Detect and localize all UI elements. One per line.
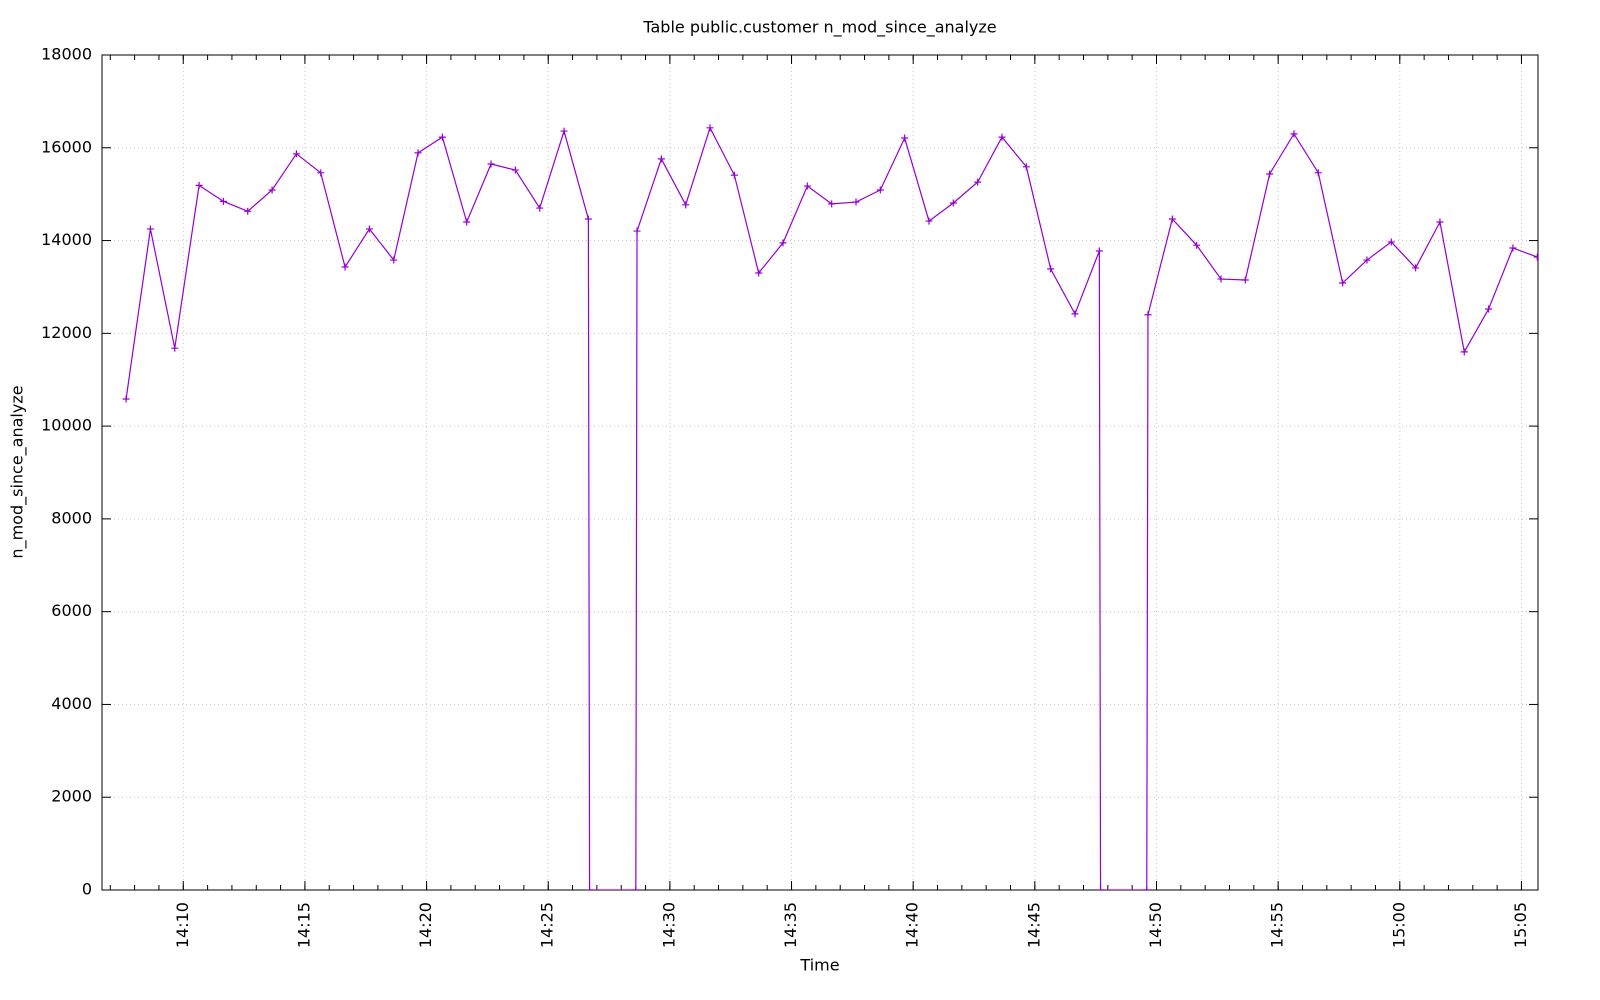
- data-point: [1436, 218, 1444, 226]
- data-point: [341, 263, 349, 271]
- data-point: [1460, 348, 1468, 356]
- data-point: [1363, 256, 1371, 264]
- data-point: [682, 201, 690, 209]
- data-point: [463, 218, 471, 226]
- data-point: [1097, 886, 1105, 890]
- data-point: [633, 227, 641, 235]
- data-point: [1047, 265, 1055, 273]
- data-point: [657, 155, 665, 163]
- data-point: [390, 256, 398, 264]
- plot-frame: [101, 54, 1539, 891]
- x-tick-label: 14:45: [1024, 902, 1043, 948]
- data-point: [365, 225, 373, 233]
- data-point: [632, 886, 640, 890]
- x-tick-label: 15:05: [1511, 902, 1530, 948]
- y-axis-label: n_mod_since_analyze: [8, 385, 28, 558]
- data-point: [122, 395, 130, 403]
- data-point: [1533, 253, 1538, 261]
- x-tick-label: 14:15: [294, 902, 313, 948]
- data-point: [755, 269, 763, 277]
- y-tick-label: 12000: [41, 323, 92, 342]
- data-point: [876, 186, 884, 194]
- data-point: [219, 197, 227, 205]
- data-point: [1485, 305, 1493, 313]
- y-tick-label: 4000: [51, 694, 92, 713]
- data-point: [1509, 244, 1517, 252]
- data-point: [1095, 247, 1103, 255]
- data-point: [1290, 130, 1298, 138]
- y-tick-label: 0: [82, 880, 92, 899]
- data-point: [779, 239, 787, 247]
- x-axis-label: Time: [799, 956, 839, 975]
- y-tick-label: 10000: [41, 416, 92, 435]
- x-tick-label: 14:10: [173, 902, 192, 948]
- data-point: [1168, 215, 1176, 223]
- y-tick-label: 18000: [41, 45, 92, 64]
- data-point: [1144, 311, 1152, 319]
- data-point: [1241, 276, 1249, 284]
- data-point: [1071, 310, 1079, 318]
- data-point: [171, 344, 179, 352]
- x-tick-label: 14:20: [416, 902, 435, 948]
- data-point: [268, 186, 276, 194]
- data-point: [584, 215, 592, 223]
- data-point: [195, 181, 203, 189]
- data-point: [1412, 264, 1420, 272]
- data-point: [414, 149, 422, 157]
- data-point: [706, 124, 714, 132]
- data-point: [1387, 238, 1395, 246]
- data-point: [536, 204, 544, 212]
- data-point: [560, 127, 568, 135]
- data-point: [487, 160, 495, 168]
- x-tick-label: 14:55: [1268, 902, 1287, 948]
- data-point: [730, 171, 738, 179]
- data-point: [438, 133, 446, 141]
- x-tick-label: 14:30: [659, 902, 678, 948]
- data-point: [1022, 163, 1030, 171]
- x-tick-label: 14:40: [903, 902, 922, 948]
- data-point: [925, 217, 933, 225]
- y-tick-label: 2000: [51, 787, 92, 806]
- x-tick-label: 14:25: [538, 902, 557, 948]
- x-tick-label: 14:35: [781, 902, 800, 948]
- data-point: [1314, 169, 1322, 177]
- y-tick-label: 14000: [41, 230, 92, 249]
- data-point: [292, 150, 300, 158]
- data-point: [803, 182, 811, 190]
- chart-title: Table public.customer n_mod_since_analyz…: [642, 18, 996, 38]
- y-tick-label: 16000: [41, 137, 92, 156]
- data-point: [974, 178, 982, 186]
- data-point: [1143, 886, 1151, 890]
- y-tick-label: 6000: [51, 601, 92, 620]
- data-point: [1339, 279, 1347, 287]
- data-point: [586, 886, 594, 890]
- data-point: [146, 225, 154, 233]
- data-point: [901, 134, 909, 142]
- data-point: [317, 169, 325, 177]
- data-point: [949, 199, 957, 207]
- x-tick-label: 14:50: [1146, 902, 1165, 948]
- data-point: [1266, 170, 1274, 178]
- data-point: [998, 133, 1006, 141]
- x-tick-label: 15:00: [1389, 902, 1408, 948]
- data-point: [1217, 275, 1225, 283]
- data-point: [1193, 241, 1201, 249]
- data-point: [852, 198, 860, 206]
- data-point: [244, 207, 252, 215]
- data-point: [828, 200, 836, 208]
- y-tick-label: 8000: [51, 508, 92, 527]
- data-point: [511, 166, 519, 174]
